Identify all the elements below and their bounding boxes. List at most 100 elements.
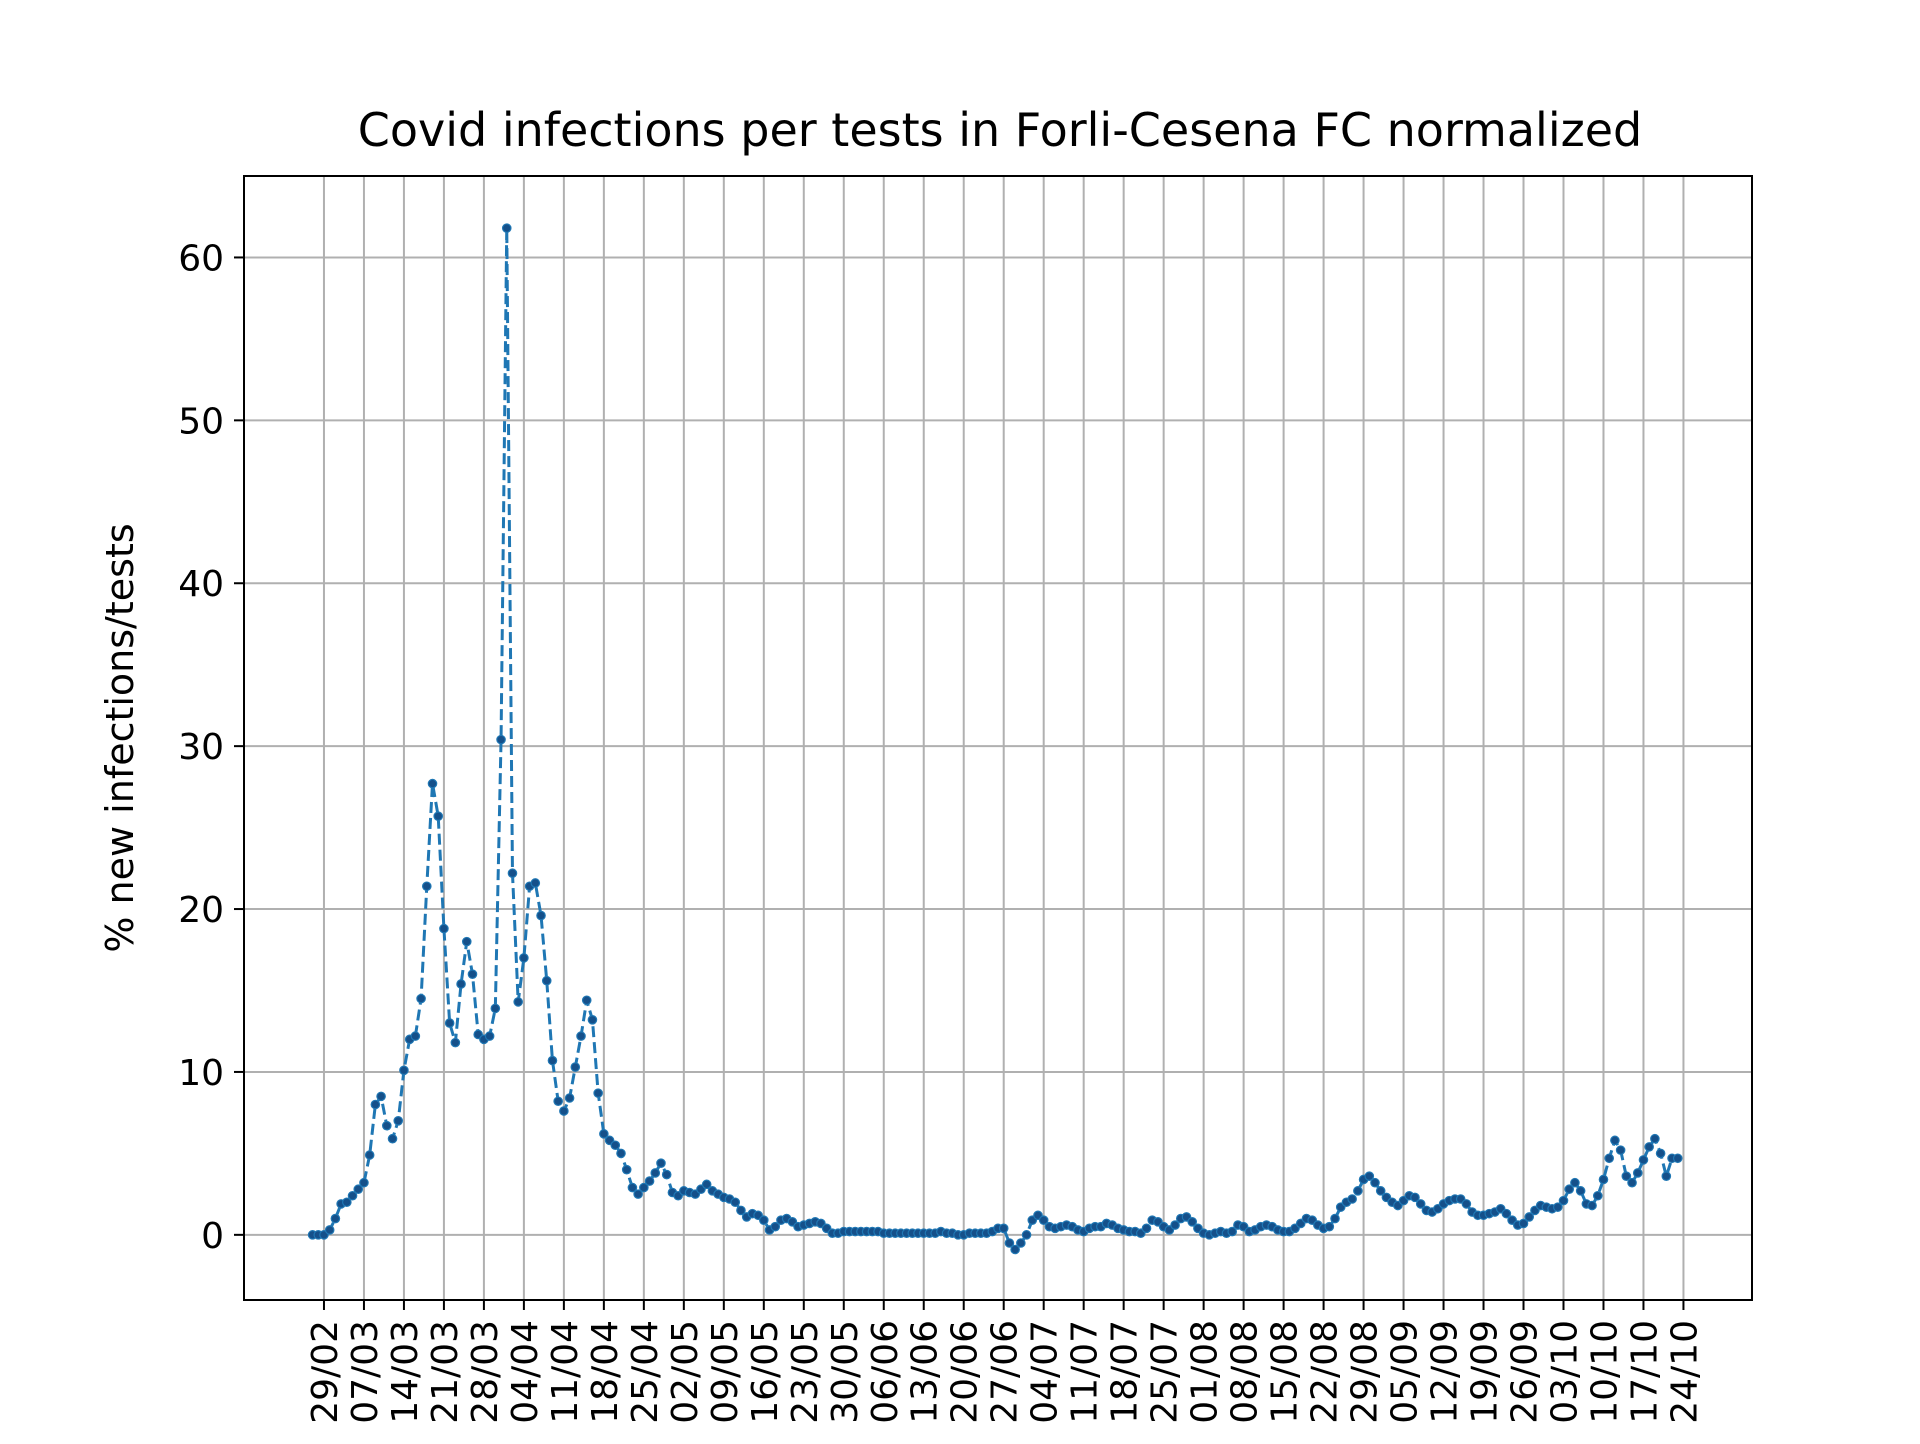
x-tick-label: 27/06	[985, 1320, 1026, 1424]
data-point	[410, 1031, 421, 1041]
x-tick-label: 18/04	[585, 1320, 626, 1424]
x-tick-label: 13/06	[905, 1320, 946, 1424]
data-point	[587, 1015, 598, 1025]
data-point	[1501, 1208, 1512, 1219]
data-point	[461, 936, 472, 947]
data-point	[484, 1031, 495, 1041]
data-point	[1353, 1186, 1363, 1196]
x-tick-label: 18/07	[1105, 1320, 1146, 1424]
x-tick-label: 21/03	[425, 1320, 466, 1424]
data-point	[581, 995, 592, 1006]
data-point	[439, 923, 449, 934]
x-tick-label: 14/03	[385, 1320, 426, 1424]
data-point	[1016, 1238, 1026, 1248]
x-tick-label: 17/10	[1624, 1320, 1665, 1424]
x-tick-label: 29/02	[305, 1320, 346, 1424]
data-point	[370, 1099, 381, 1110]
data-point	[513, 997, 523, 1007]
axes	[234, 175, 1753, 1310]
x-tick-label: 05/09	[1385, 1320, 1426, 1424]
data-point	[1621, 1171, 1632, 1181]
data-point	[421, 881, 432, 892]
x-tick-label: 23/05	[785, 1320, 826, 1424]
data-point	[364, 1150, 375, 1160]
data-point	[656, 1158, 666, 1168]
data-point	[387, 1133, 398, 1144]
data-point	[1330, 1213, 1340, 1224]
data-point	[353, 1184, 364, 1195]
data-point	[633, 1189, 643, 1199]
data-point	[1524, 1212, 1535, 1222]
data-point	[616, 1148, 626, 1159]
data-point	[467, 969, 478, 979]
data-point	[427, 778, 438, 789]
y-tick-label: 50	[178, 401, 224, 442]
chart-title: Covid infections per tests in Forli-Cese…	[358, 103, 1643, 157]
data-point	[599, 1129, 609, 1139]
data-point	[1004, 1238, 1015, 1248]
data-point	[330, 1213, 341, 1224]
data-point	[1227, 1226, 1237, 1237]
y-tick-label: 10	[178, 1053, 224, 1094]
x-tick-label: 26/09	[1505, 1320, 1546, 1424]
data-point	[1324, 1221, 1335, 1232]
x-tick-label: 29/08	[1345, 1320, 1386, 1424]
y-axis-label: % new infections/tests	[98, 523, 142, 952]
x-tick-label: 02/05	[665, 1320, 706, 1424]
data-point	[1364, 1171, 1375, 1181]
data-point	[593, 1088, 603, 1098]
data-point	[1644, 1142, 1654, 1152]
data-point	[559, 1106, 569, 1116]
x-tick-label: 30/05	[825, 1320, 866, 1424]
data-point	[1038, 1215, 1049, 1225]
data-point	[342, 1197, 352, 1208]
data-point	[1575, 1186, 1586, 1196]
data-point	[758, 1215, 769, 1225]
data-point	[456, 979, 466, 989]
data-point	[610, 1140, 621, 1151]
x-tick-label: 01/08	[1185, 1320, 1226, 1424]
series-layer	[307, 223, 1683, 1255]
data-point	[501, 223, 512, 233]
data-point	[381, 1120, 392, 1131]
data-point	[536, 910, 546, 921]
data-point	[998, 1223, 1009, 1234]
data-point	[1347, 1194, 1357, 1204]
data-point	[1021, 1230, 1032, 1240]
data-point	[399, 1065, 409, 1076]
data-point	[650, 1168, 661, 1178]
data-point	[1638, 1155, 1649, 1165]
x-tick-label: 12/09	[1425, 1320, 1466, 1424]
x-tick-label: 10/10	[1584, 1320, 1625, 1424]
data-point	[1615, 1145, 1626, 1155]
data-point	[1370, 1177, 1380, 1188]
data-point	[450, 1037, 461, 1048]
data-point	[1598, 1174, 1609, 1185]
data-point	[639, 1182, 649, 1193]
data-point	[661, 1169, 672, 1180]
data-point	[1592, 1190, 1603, 1201]
data-point	[359, 1177, 369, 1188]
data-point	[564, 1093, 575, 1103]
x-tick-label: 25/04	[625, 1320, 666, 1424]
y-tick-label: 30	[178, 727, 224, 768]
data-point	[393, 1116, 404, 1126]
data-point	[1604, 1153, 1614, 1164]
data-point	[1170, 1220, 1180, 1230]
x-tick-label: 11/04	[545, 1320, 586, 1424]
data-point	[1650, 1133, 1660, 1144]
x-tick-label: 24/10	[1664, 1320, 1705, 1424]
x-tick-label: 15/08	[1265, 1320, 1306, 1424]
data-point	[496, 734, 506, 745]
data-point	[1587, 1200, 1597, 1211]
data-point	[444, 1018, 455, 1028]
data-point	[1552, 1202, 1563, 1212]
data-point	[1570, 1177, 1580, 1188]
x-tick-label: 16/05	[745, 1320, 786, 1424]
y-tick-label: 20	[178, 890, 224, 931]
x-tick-label: 19/09	[1465, 1320, 1506, 1424]
data-point	[570, 1062, 581, 1072]
x-tick-label: 06/06	[865, 1320, 906, 1424]
